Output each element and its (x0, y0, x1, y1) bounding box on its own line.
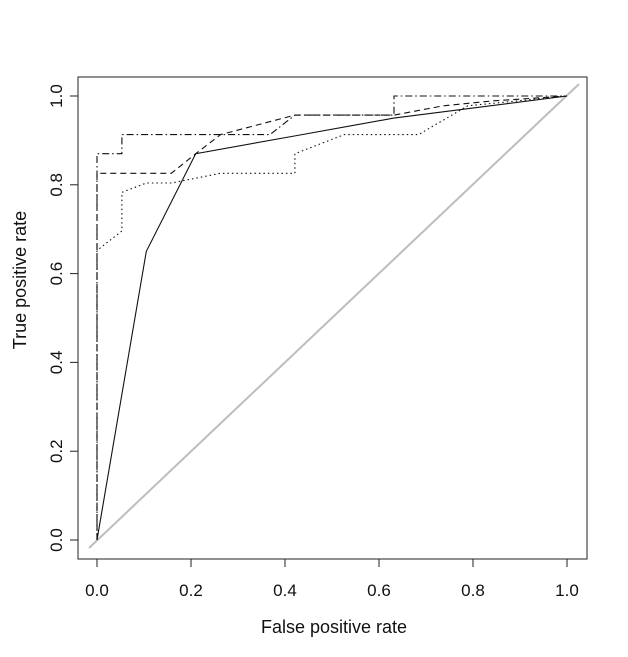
series-line-solid (96, 95, 568, 541)
y-axis-title: True positive rate (10, 211, 30, 349)
series-line-dotdash (96, 95, 567, 540)
x-tick-label: 0.6 (367, 581, 391, 600)
y-tick-label: 0.6 (47, 262, 66, 286)
y-tick-label: 0.8 (47, 173, 66, 197)
y-tick-label: 0.4 (47, 351, 66, 375)
series-layer (88, 83, 580, 549)
y-tick-label: 1.0 (47, 84, 66, 108)
x-tick-label: 1.0 (555, 581, 579, 600)
x-axis-title: False positive rate (261, 617, 407, 637)
y-tick-label: 0.2 (47, 439, 66, 463)
x-tick-label: 0.0 (85, 581, 109, 600)
y-tick-label: 0.0 (47, 528, 66, 552)
x-tick-label: 0.8 (461, 581, 485, 600)
x-tick-label: 0.2 (179, 581, 203, 600)
x-tick-label: 0.4 (273, 581, 297, 600)
axes: 0.0 0.2 0.4 0.6 0.8 1.0 0.0 0.2 0.4 0.6 0.8 1.0 (47, 84, 579, 600)
reference-diagonal-line (88, 83, 580, 549)
